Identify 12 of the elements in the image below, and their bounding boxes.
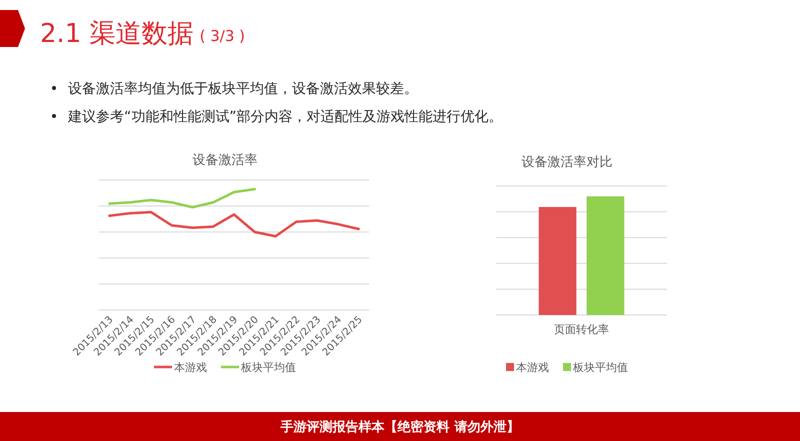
legend-label: 板块平均值 [240,361,296,374]
legend-label: 本游戏 [516,361,549,374]
text: 手游评测报告样本【绝密资料 请勿外泄】 [280,419,520,435]
chart-title: 设备激活率 [192,152,258,168]
text: 2.1 渠道数据 [40,19,194,49]
legend-label: 本游戏 [174,361,207,374]
text: ( 3/3 ) [200,27,246,45]
text: 建议参考“功能和性能测试”部分内容，对适配性及游戏性能进行优化。 [67,109,503,125]
x-tick-label: 页面转化率 [554,323,609,336]
text: 设备激活率均值为低于板块平均值，设备激活效果较差。 [68,81,418,97]
chart-title: 设备激活率对比 [522,154,612,170]
legend-label: 板块平均值 [572,361,628,374]
